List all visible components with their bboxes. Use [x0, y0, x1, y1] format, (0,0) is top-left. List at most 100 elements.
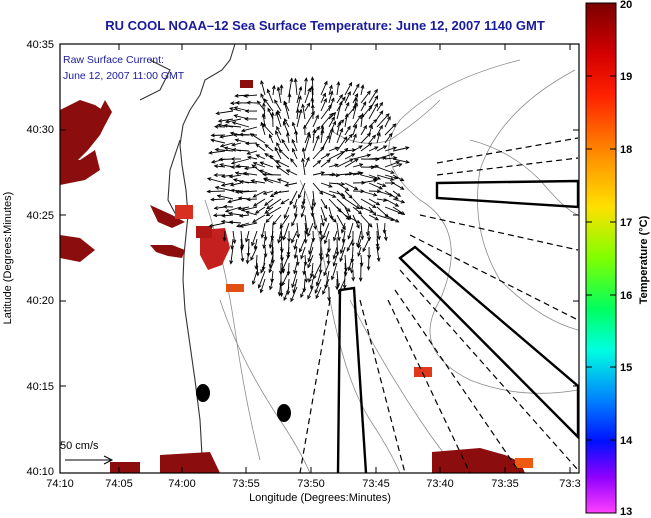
current-vector	[269, 230, 274, 248]
current-vector	[368, 135, 376, 144]
current-vector	[255, 254, 258, 270]
current-vector	[376, 113, 390, 128]
current-vector	[260, 262, 266, 273]
current-vector	[307, 222, 314, 237]
current-vector	[250, 133, 266, 144]
current-vector	[251, 164, 266, 176]
current-vector	[286, 133, 290, 144]
colorbar-tick-label: 13	[620, 506, 632, 518]
current-vector	[328, 151, 344, 160]
current-vector	[312, 135, 320, 152]
current-vector	[304, 134, 311, 152]
current-vector	[360, 133, 371, 144]
current-vector	[291, 139, 298, 152]
current-vector-head	[322, 234, 326, 240]
current-vector	[238, 197, 250, 200]
current-vector	[292, 148, 298, 160]
current-vector	[271, 238, 274, 255]
current-vector	[368, 157, 386, 160]
current-vector-head	[374, 102, 379, 108]
current-vector	[247, 156, 258, 160]
current-vector-head	[316, 125, 321, 131]
current-vector	[328, 91, 333, 104]
current-vector	[336, 128, 343, 144]
current-vector	[253, 162, 266, 168]
current-vector-head	[253, 245, 258, 251]
current-vector	[283, 206, 290, 219]
current-vector	[263, 238, 266, 249]
current-vector-head	[287, 92, 292, 98]
current-vector-head	[245, 259, 250, 265]
current-vector-head	[307, 87, 311, 93]
current-vector	[220, 163, 234, 168]
current-vector-head	[396, 192, 402, 197]
current-vector	[303, 262, 306, 275]
current-vector-head	[283, 118, 288, 123]
current-vector	[344, 126, 351, 136]
current-vector	[276, 142, 282, 152]
current-vector-head	[346, 125, 351, 131]
current-vector-head	[354, 97, 358, 102]
current-vector	[352, 102, 358, 120]
current-vector-head	[293, 269, 297, 275]
current-vector-head	[213, 164, 219, 169]
current-vector	[307, 254, 314, 268]
current-vector	[356, 230, 362, 247]
current-vector	[331, 262, 338, 280]
current-vector-head	[307, 133, 311, 138]
current-vector	[392, 147, 409, 152]
current-vector	[307, 286, 314, 299]
current-vector-head	[217, 123, 222, 128]
current-vector-head	[379, 110, 384, 115]
current-vector-head	[289, 200, 294, 206]
current-vector-head	[376, 189, 382, 194]
current-vector-head	[368, 142, 373, 147]
current-vector	[344, 113, 348, 128]
current-vector-head	[329, 84, 333, 89]
current-vector-head	[400, 186, 405, 190]
current-vector	[304, 157, 310, 168]
current-vector	[350, 262, 354, 273]
current-vector-head	[268, 133, 273, 139]
current-vector-head	[304, 77, 308, 82]
current-vector-head	[310, 103, 315, 109]
current-vector	[328, 214, 337, 223]
current-vector-head	[270, 235, 275, 241]
current-vector-head	[395, 218, 400, 223]
current-vector-head	[278, 149, 283, 154]
colorbar-tick-label: 14	[620, 435, 633, 447]
current-vector-head	[346, 247, 351, 252]
current-vector-head	[372, 204, 377, 209]
current-vector-head	[358, 145, 363, 150]
current-vector	[302, 148, 306, 160]
current-vector-head	[279, 224, 284, 230]
current-vector-head	[355, 83, 360, 88]
current-vector-head	[208, 150, 213, 155]
current-vector-head	[301, 157, 305, 163]
current-vector-head	[405, 146, 410, 151]
current-vector	[320, 98, 327, 112]
current-vector	[376, 246, 380, 262]
current-vector	[357, 246, 362, 257]
current-vector	[247, 198, 258, 200]
current-vector-head	[307, 258, 312, 263]
current-vector	[368, 182, 383, 190]
current-vector-head	[228, 220, 234, 225]
current-vector-head	[261, 102, 266, 107]
current-vector-head	[246, 151, 251, 155]
current-vector-head	[385, 113, 390, 118]
current-vector-head	[319, 236, 324, 242]
current-vector-head	[351, 277, 356, 282]
current-vector-head	[274, 146, 279, 152]
current-vector-head	[238, 190, 243, 194]
current-vector-head	[398, 163, 403, 167]
current-vector	[229, 174, 242, 178]
current-vector	[328, 146, 339, 152]
current-vector-head	[405, 159, 410, 164]
current-vector-head	[300, 255, 305, 260]
current-vector	[258, 270, 266, 288]
current-vector	[294, 78, 298, 96]
current-vector	[360, 206, 374, 213]
black-blob	[196, 384, 210, 402]
current-vector-head	[252, 162, 258, 166]
